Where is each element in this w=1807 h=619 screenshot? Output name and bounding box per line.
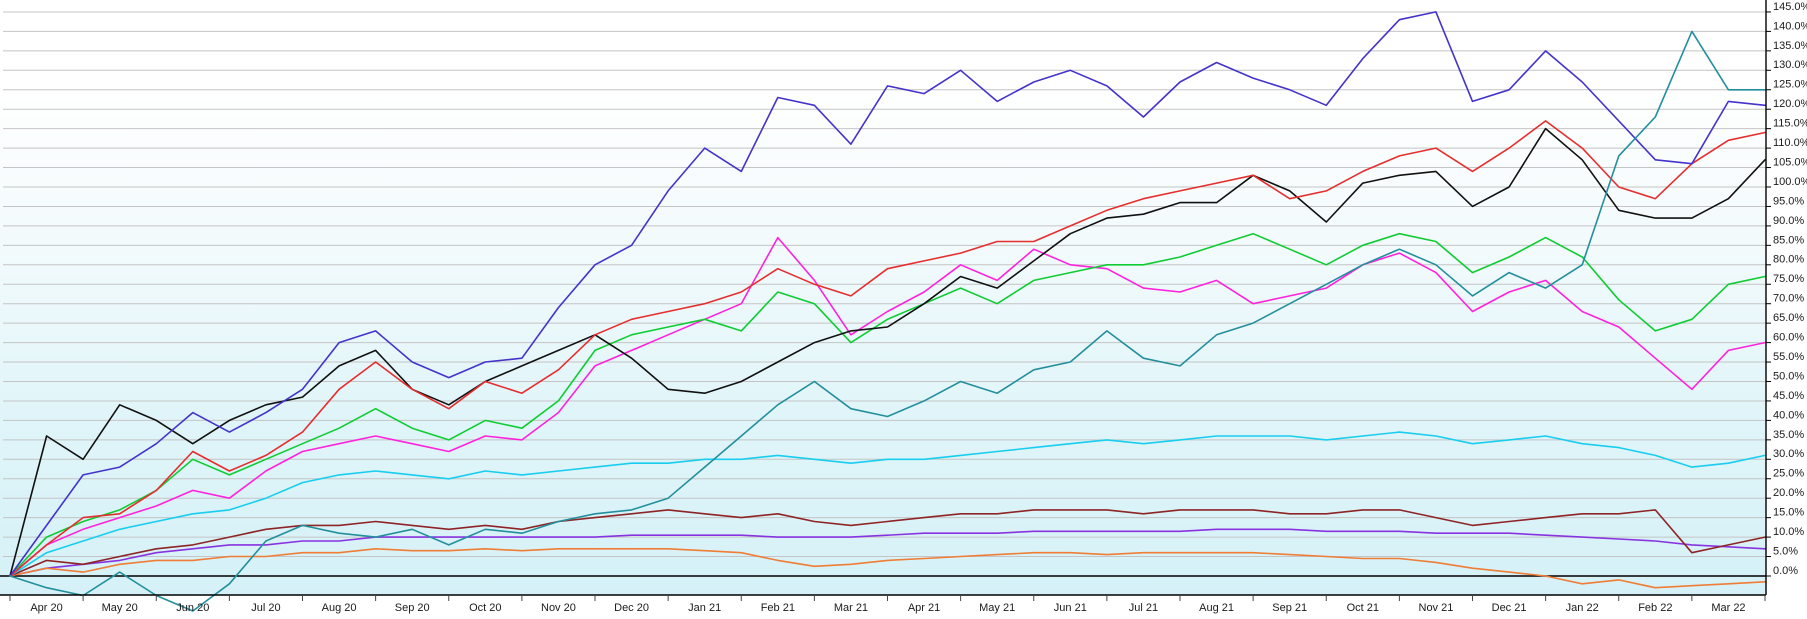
series-line-green	[9, 232, 1766, 577]
series-line-indigo	[9, 11, 1766, 577]
x-tick-label: Mar 22	[1711, 602, 1745, 614]
y-tick-label: 85.0%	[1773, 234, 1804, 246]
x-tick-label: Feb 21	[761, 602, 795, 614]
x-tick-label: May 21	[979, 602, 1015, 614]
series-line-red	[9, 120, 1766, 577]
y-tick-label: 25.0%	[1773, 468, 1804, 480]
x-tick-label: Oct 21	[1347, 602, 1379, 614]
x-tick-label: Sep 20	[395, 602, 430, 614]
x-tick-label: Dec 21	[1492, 602, 1527, 614]
y-tick-label: 80.0%	[1773, 254, 1804, 266]
x-tick-label: Nov 20	[541, 602, 576, 614]
x-tick-label: Jan 22	[1566, 602, 1599, 614]
y-tick-label: 55.0%	[1773, 351, 1804, 363]
y-tick-label: 115.0%	[1773, 118, 1807, 130]
y-tick-label: 75.0%	[1773, 273, 1804, 285]
y-tick-label: 140.0%	[1773, 20, 1807, 32]
y-tick-label: 125.0%	[1773, 79, 1807, 91]
y-tick-label: 65.0%	[1773, 312, 1804, 324]
series-line-orange	[9, 547, 1766, 589]
series-line-magenta	[9, 236, 1766, 577]
x-tick-label: Apr 20	[30, 602, 62, 614]
y-tick-label: 60.0%	[1773, 332, 1804, 344]
y-tick-label: 70.0%	[1773, 293, 1804, 305]
x-tick-label: Jan 21	[688, 602, 721, 614]
series-line-black	[9, 127, 1766, 577]
y-tick-label: 0.0%	[1773, 565, 1798, 577]
y-tick-label: 130.0%	[1773, 59, 1807, 71]
x-tick-label: Jul 20	[251, 602, 280, 614]
y-tick-label: 35.0%	[1773, 429, 1804, 441]
x-tick-label: Mar 21	[834, 602, 868, 614]
x-tick-label: Nov 21	[1419, 602, 1454, 614]
y-tick-label: 100.0%	[1773, 176, 1807, 188]
series-line-teal	[9, 30, 1766, 612]
y-tick-label: 30.0%	[1773, 448, 1804, 460]
y-tick-label: 95.0%	[1773, 195, 1804, 207]
x-tick-label: May 20	[102, 602, 138, 614]
y-tick-label: 10.0%	[1773, 526, 1804, 538]
x-tick-label: Dec 20	[614, 602, 649, 614]
x-tick-label: Feb 22	[1638, 602, 1672, 614]
y-tick-label: 120.0%	[1773, 98, 1807, 110]
y-tick-label: 45.0%	[1773, 390, 1804, 402]
x-tick-label: Aug 21	[1199, 602, 1234, 614]
x-tick-label: Sep 21	[1272, 602, 1307, 614]
y-tick-label: 110.0%	[1773, 137, 1807, 149]
x-tick-label: Apr 21	[908, 602, 940, 614]
y-tick-label: 15.0%	[1773, 507, 1804, 519]
y-tick-label: 105.0%	[1773, 156, 1807, 168]
y-tick-label: 40.0%	[1773, 409, 1804, 421]
y-tick-label: 20.0%	[1773, 487, 1804, 499]
x-tick-label: Jul 21	[1129, 602, 1158, 614]
series-line-cyan	[9, 431, 1766, 577]
y-tick-label: 145.0%	[1773, 1, 1807, 13]
x-tick-label: Aug 20	[322, 602, 357, 614]
x-tick-label: Jun 20	[176, 602, 209, 614]
x-tick-label: Oct 20	[469, 602, 501, 614]
series-line-violet	[9, 528, 1766, 577]
y-tick-label: 90.0%	[1773, 215, 1804, 227]
y-tick-label: 5.0%	[1773, 545, 1798, 557]
x-tick-label: Jun 21	[1054, 602, 1087, 614]
y-tick-label: 135.0%	[1773, 40, 1807, 52]
y-tick-label: 50.0%	[1773, 370, 1804, 382]
